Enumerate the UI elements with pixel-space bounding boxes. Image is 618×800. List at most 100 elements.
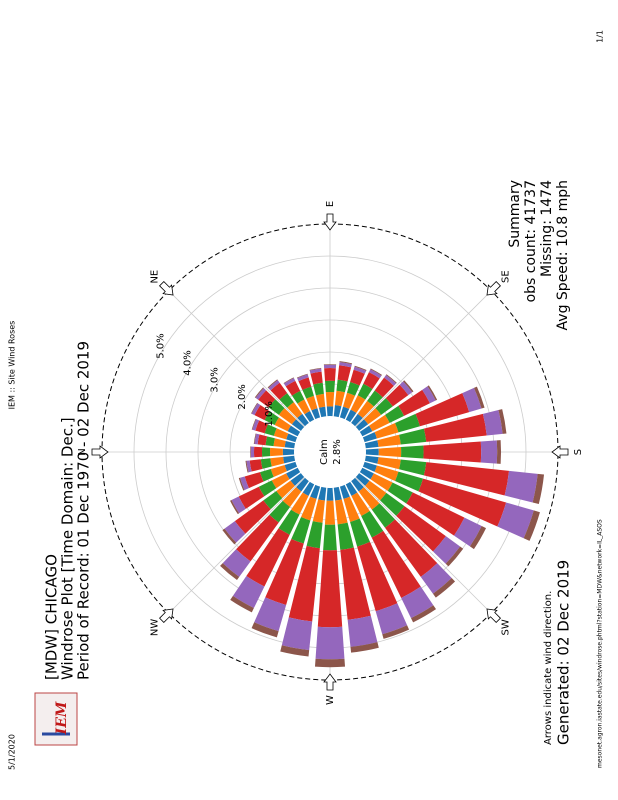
wind-bar: [345, 481, 358, 496]
wind-bar: [278, 408, 297, 425]
wind-bar: [265, 436, 275, 447]
wind-bar: [350, 369, 365, 386]
wind-bar: [244, 472, 264, 489]
wind-bar: [283, 455, 296, 464]
wind-bar: [222, 528, 237, 545]
wind-bar: [304, 411, 315, 423]
wind-bar: [323, 364, 337, 366]
wind-bar: [232, 576, 265, 609]
wind-bar: [362, 432, 377, 443]
wind-bar: [340, 547, 371, 620]
wind-bar: [260, 468, 274, 482]
print-date: 5/1/2020: [8, 734, 17, 770]
wind-bar: [278, 509, 300, 535]
wind-bar: [236, 514, 279, 562]
wind-bar: [399, 428, 427, 445]
wind-bar: [498, 409, 507, 434]
wind-bar: [298, 377, 312, 390]
windrose: 1.0% 2.0% 3.0% 4.0% 5.0% Calm 2.8% N NE E SE S SW W NW: [77, 201, 584, 705]
wind-bar: [254, 433, 260, 445]
wind-bar: [234, 500, 271, 534]
wind-bar: [279, 393, 294, 408]
wind-bar: [378, 447, 402, 457]
wind-bar: [473, 386, 485, 409]
wind-bar: [395, 471, 424, 492]
calm-circle: [296, 418, 364, 486]
wind-bar: [350, 642, 379, 653]
wind-bar: [496, 440, 502, 464]
wind-bar: [325, 380, 335, 393]
direction-arrow: [91, 445, 109, 459]
wind-bar: [427, 385, 438, 401]
wind-bar: [433, 536, 461, 564]
wind-bar: [255, 388, 267, 400]
wind-bar: [250, 446, 251, 458]
direction-label: W: [325, 695, 336, 705]
wind-bar: [385, 519, 438, 577]
wind-bar: [251, 418, 257, 430]
wind-bar: [326, 406, 334, 417]
summary-line: Avg Speed: 10.8 mph: [555, 180, 571, 330]
wind-bar: [445, 546, 464, 567]
wind-bar: [324, 368, 336, 381]
wind-bar: [258, 480, 277, 497]
wind-bar: [385, 374, 397, 384]
grid-spoke: [168, 477, 305, 614]
wind-bar: [287, 402, 303, 419]
wind-bar: [315, 393, 326, 408]
wind-bar: [245, 460, 249, 473]
direction-arrow: [323, 213, 337, 231]
wind-bar: [334, 390, 345, 407]
wind-bar: [230, 500, 240, 515]
ring-label: 2.0%: [237, 384, 248, 409]
wind-bar: [420, 563, 452, 594]
wind-bar: [395, 413, 420, 433]
direction-label: SE: [500, 270, 511, 283]
wind-bar: [231, 496, 246, 514]
wind-bar: [296, 373, 308, 379]
grid-spoke: [355, 477, 492, 614]
wind-bar: [291, 390, 305, 404]
direction-label: S: [573, 449, 584, 455]
wind-bar: [253, 446, 263, 458]
wind-bar: [406, 492, 465, 536]
wind-bar: [333, 405, 342, 418]
wind-bar: [310, 371, 323, 385]
wind-bar: [375, 603, 408, 635]
wind-bar: [286, 467, 301, 480]
wind-bar: [339, 484, 350, 499]
wind-bar: [415, 393, 470, 427]
wind-bar: [380, 492, 405, 516]
wind-bar: [318, 406, 327, 418]
wind-bar: [314, 658, 346, 668]
wind-bar: [355, 419, 369, 431]
wind-bar: [310, 484, 321, 499]
logo: IEM: [34, 692, 78, 746]
wind-bar: [523, 510, 540, 541]
chart-title: Period of Record: 01 Dec 1970 - 02 Dec 2…: [75, 341, 93, 680]
direction-arrow: [486, 608, 501, 623]
summary-line: obs count: 41737: [523, 180, 539, 302]
wind-bar: [282, 487, 302, 508]
wind-bar: [270, 456, 285, 467]
wind-bar: [313, 382, 324, 396]
wind-bar: [255, 420, 268, 434]
wind-bar: [374, 465, 399, 481]
wind-bar: [281, 617, 313, 651]
wind-bar: [311, 408, 321, 420]
wind-bar: [260, 458, 272, 469]
wind-bar: [336, 379, 348, 393]
wind-bar: [270, 382, 288, 400]
chart-note: Generated: 02 Dec 2019: [555, 560, 573, 745]
wind-bar: [362, 461, 377, 472]
wind-bar: [371, 530, 421, 598]
wind-bar: [432, 578, 456, 598]
direction-label: SW: [500, 619, 511, 635]
wind-bar: [302, 481, 315, 496]
wind-bar: [418, 478, 507, 527]
wind-bar: [422, 386, 436, 404]
wind-bar: [276, 480, 295, 499]
wind-bar: [387, 482, 413, 504]
wind-bar: [350, 518, 371, 547]
